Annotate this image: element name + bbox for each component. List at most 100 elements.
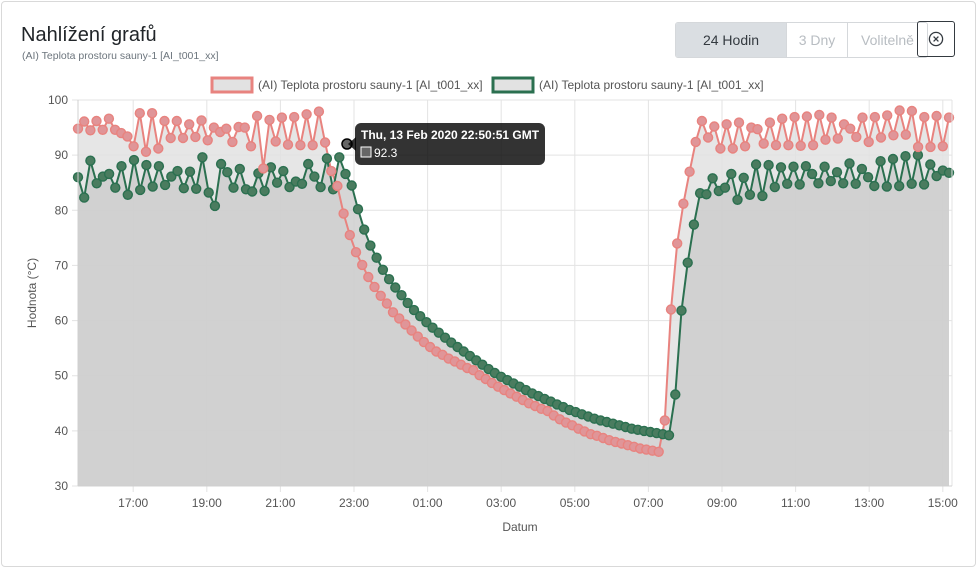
series-1-point[interactable] [289, 111, 300, 123]
series-1-point[interactable] [91, 115, 102, 127]
series-2-point[interactable] [750, 159, 762, 170]
series-2-point[interactable] [190, 183, 202, 195]
series-1-point[interactable] [326, 165, 337, 177]
series-1-point[interactable] [795, 140, 806, 152]
series-2-point[interactable] [881, 181, 892, 192]
series-2-point[interactable] [315, 181, 326, 193]
series-2-point[interactable] [663, 430, 675, 441]
series-1-point[interactable] [752, 123, 763, 135]
series-1-point[interactable] [338, 208, 349, 219]
series-2-point[interactable] [78, 192, 90, 203]
series-1-point[interactable] [696, 115, 708, 127]
series-1-point[interactable] [857, 112, 868, 123]
series-1-point[interactable] [832, 133, 843, 144]
series-2-point[interactable] [309, 171, 320, 182]
series-2-point[interactable] [303, 158, 314, 170]
series-1-point[interactable] [770, 139, 782, 151]
series-1-point[interactable] [888, 130, 899, 141]
series-2-point[interactable] [234, 163, 246, 175]
series-2-point[interactable] [856, 163, 868, 175]
series-1-point[interactable] [301, 109, 312, 120]
series-2-point[interactable] [271, 177, 283, 188]
series-2-point[interactable] [371, 252, 382, 263]
series-2-point[interactable] [147, 181, 158, 192]
series-2-point[interactable] [825, 175, 836, 187]
series-1-point[interactable] [919, 111, 930, 123]
series-2-point[interactable] [850, 178, 861, 190]
series-2-point[interactable] [738, 172, 749, 184]
series-2-point[interactable] [184, 166, 196, 177]
series-1-point[interactable] [733, 117, 745, 128]
series-1-point[interactable] [369, 281, 380, 293]
series-1-point[interactable] [171, 115, 183, 127]
series-1-point[interactable] [146, 107, 158, 119]
series-2-point[interactable] [296, 178, 308, 190]
series-1-point[interactable] [653, 446, 664, 457]
series-1-point[interactable] [332, 180, 343, 192]
range-3d-button[interactable]: 3 Dny [786, 23, 847, 57]
series-2-point[interactable] [159, 179, 171, 191]
series-2-point[interactable] [875, 155, 886, 167]
series-1-point[interactable] [925, 141, 936, 153]
series-2-point[interactable] [383, 274, 395, 285]
series-2-point[interactable] [763, 159, 774, 171]
series-2-point[interactable] [918, 179, 930, 190]
series-1-point[interactable] [869, 111, 881, 123]
series-2-point[interactable] [134, 184, 146, 196]
series-2-point[interactable] [365, 240, 376, 251]
series-1-point[interactable] [153, 143, 164, 154]
series-2-point[interactable] [726, 168, 737, 180]
series-2-point[interactable] [359, 224, 370, 235]
series-2-point[interactable] [377, 264, 389, 275]
series-2-point[interactable] [732, 194, 743, 206]
series-1-point[interactable] [239, 122, 251, 133]
series-2-point[interactable] [153, 160, 165, 172]
series-2-point[interactable] [396, 290, 407, 301]
series-2-point[interactable] [775, 162, 787, 173]
series-2-point[interactable] [894, 180, 905, 192]
series-2-point[interactable] [85, 155, 96, 166]
series-1-point[interactable] [894, 105, 905, 116]
series-1-point[interactable] [140, 146, 152, 158]
series-2-point[interactable] [116, 160, 127, 172]
series-2-point[interactable] [228, 182, 239, 193]
series-2-point[interactable] [688, 219, 700, 230]
series-2-point[interactable] [110, 182, 121, 193]
series-1-point[interactable] [672, 238, 683, 249]
series-2-point[interactable] [862, 171, 874, 183]
series-1-point[interactable] [739, 141, 751, 152]
series-1-point[interactable] [912, 141, 924, 153]
series-2-point[interactable] [259, 185, 270, 197]
series-1-point[interactable] [906, 105, 918, 117]
series-1-point[interactable] [721, 119, 732, 130]
range-custom-button[interactable]: Volitelně [847, 23, 927, 57]
series-1-point[interactable] [177, 132, 189, 144]
series-1-point[interactable] [183, 119, 195, 130]
series-2-point[interactable] [122, 189, 134, 201]
series-1-point[interactable] [394, 313, 405, 324]
series-1-point[interactable] [251, 110, 263, 122]
series-2-point[interactable] [769, 181, 780, 193]
series-1-point[interactable] [943, 112, 955, 123]
series-2-point[interactable] [831, 166, 843, 178]
series-2-point[interactable] [340, 168, 351, 180]
series-1-point[interactable] [276, 112, 288, 123]
series-1-point[interactable] [196, 115, 207, 126]
series-1-point[interactable] [783, 139, 794, 151]
series-2-point[interactable] [103, 168, 115, 180]
series-1-point[interactable] [159, 115, 170, 127]
series-2-point[interactable] [900, 150, 911, 162]
series-1-point[interactable] [344, 229, 355, 241]
series-2-point[interactable] [887, 153, 899, 165]
range-24h-button[interactable]: 24 Hodin [676, 23, 786, 57]
series-2-point[interactable] [682, 257, 693, 268]
series-2-point[interactable] [172, 165, 183, 177]
series-1-point[interactable] [777, 113, 788, 124]
series-2-point[interactable] [128, 154, 140, 166]
series-2-point[interactable] [408, 304, 420, 316]
series-1-point[interactable] [307, 139, 318, 151]
series-2-point[interactable] [670, 389, 681, 400]
series-2-point[interactable] [943, 167, 955, 179]
series-2-point[interactable] [719, 182, 731, 193]
series-1-point[interactable] [350, 246, 362, 258]
